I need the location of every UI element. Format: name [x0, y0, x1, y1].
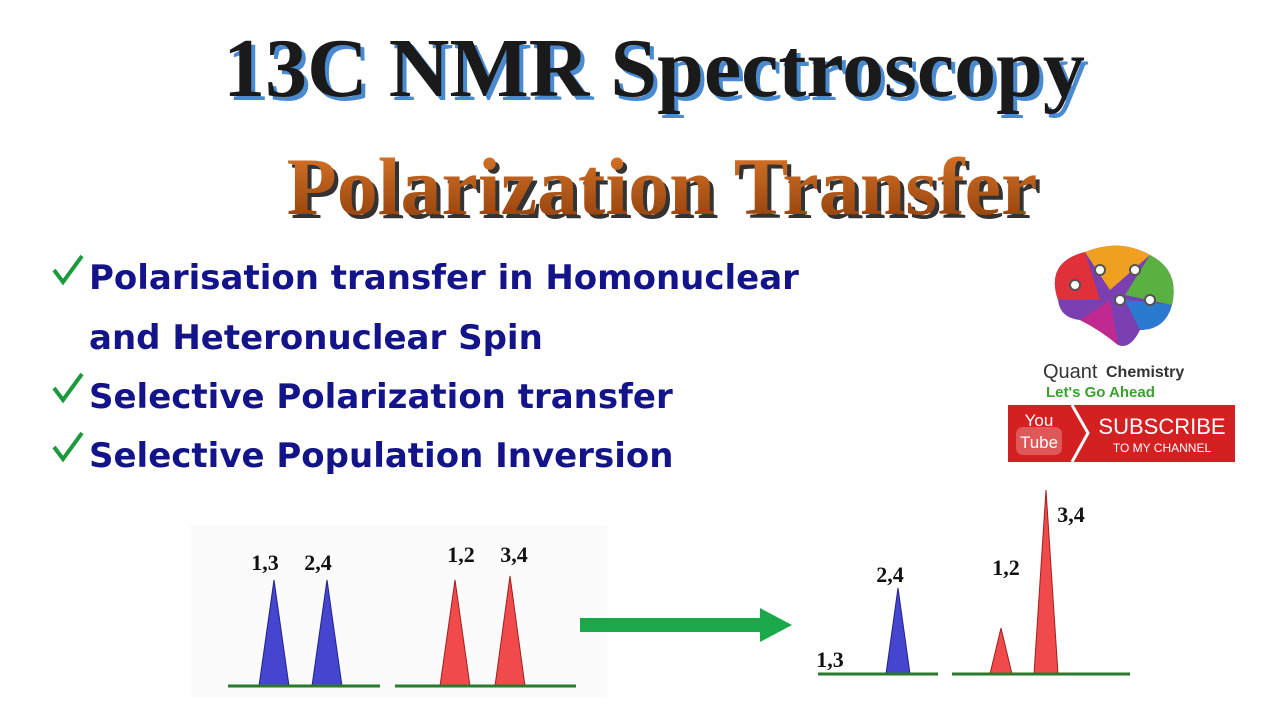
title: 13C NMR Spectroscopy [223, 22, 1085, 115]
title-shadow: 13C NMR Spectroscopy [227, 26, 1089, 119]
peak-label: 1,3 [251, 550, 279, 575]
tube: Tube [1020, 433, 1058, 452]
peak-label: 3,4 [500, 542, 528, 567]
brain-logo [1054, 245, 1174, 346]
subscribe-banner[interactable]: You Tube SUBSCRIBE TO MY CHANNEL [1008, 404, 1235, 463]
bullet: Polarisation transfer in Homonuclear [89, 258, 799, 298]
bullet: and Heteronuclear Spin [89, 318, 543, 358]
peak-label: 2,4 [876, 562, 904, 587]
subtitle: Polarization Transfer [287, 141, 1038, 232]
peak-label: 1,3 [816, 647, 844, 672]
you: You [1025, 411, 1054, 430]
logo-tagline: Let's Go Ahead [1046, 384, 1155, 401]
logo-name-bold: Chemistry [1106, 364, 1184, 381]
arrow [580, 608, 792, 642]
banner-bg [1008, 405, 1235, 462]
logo-name: Quant [1043, 361, 1098, 383]
peak-label: 2,4 [304, 550, 332, 575]
spectrum-panel [190, 525, 607, 697]
spectrum-after [818, 489, 1130, 676]
spectrum-before [228, 575, 576, 688]
peak-label: 3,4 [1057, 502, 1085, 527]
subtitle-shadow: Polarization Transfer [291, 145, 1042, 236]
peak-label: 1,2 [992, 555, 1020, 580]
bullet: Selective Polarization transfer [89, 377, 673, 417]
bullet: Selective Population Inversion [89, 436, 673, 476]
peak-label: 1,2 [447, 542, 475, 567]
channel-text: TO MY CHANNEL [1113, 441, 1212, 455]
checkmarks [52, 254, 84, 463]
subscribe-text: SUBSCRIBE [1098, 414, 1225, 439]
